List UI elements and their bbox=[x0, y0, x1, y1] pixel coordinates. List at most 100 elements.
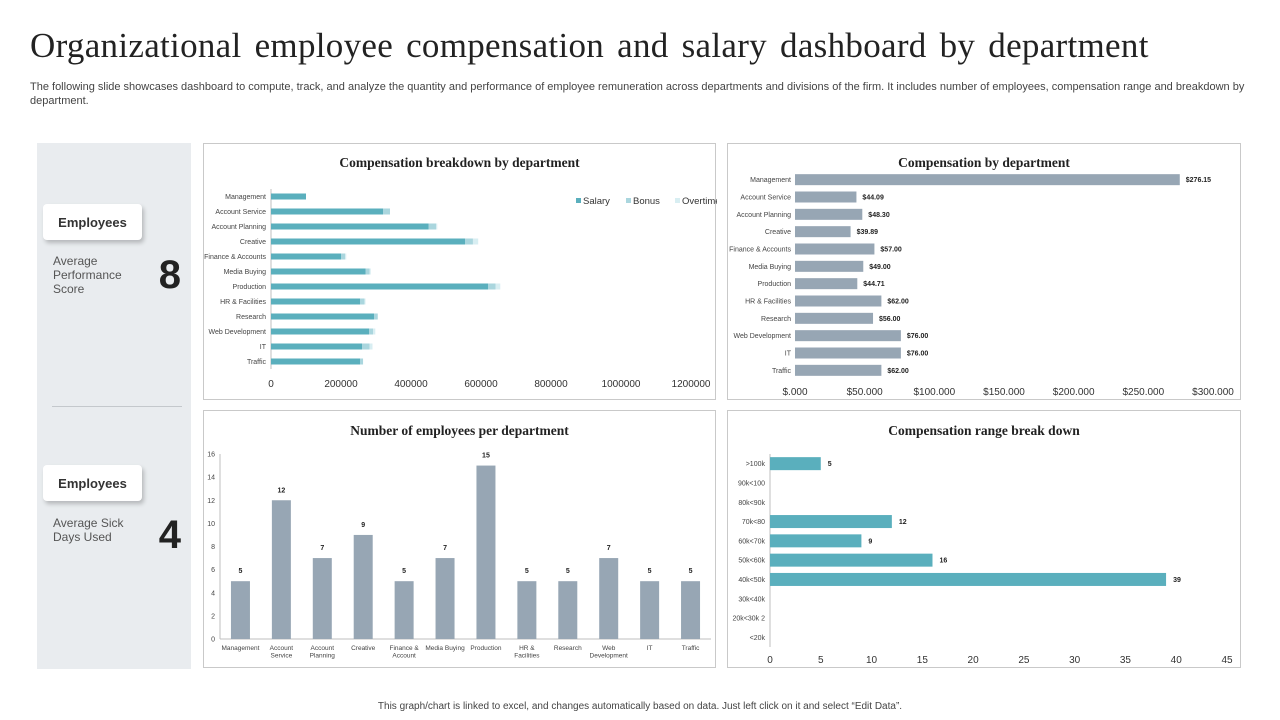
legend-label: Overtime bbox=[682, 196, 717, 207]
y-tick-label: <20k bbox=[750, 635, 766, 642]
bar bbox=[770, 515, 892, 529]
bar bbox=[599, 558, 619, 639]
y-tick-label: 12 bbox=[207, 498, 215, 505]
x-tick-label: Creative bbox=[351, 645, 376, 652]
y-tick-label: 70k<80 bbox=[742, 519, 765, 526]
bar bbox=[795, 226, 851, 238]
y-tick-label: Account Service bbox=[740, 195, 791, 202]
bar bbox=[230, 581, 250, 639]
data-label: 5 bbox=[402, 568, 406, 575]
data-label: $56.00 bbox=[879, 316, 901, 323]
y-tick-label: Management bbox=[225, 194, 266, 201]
bar-bonus bbox=[374, 313, 378, 320]
chart-compensation-breakdown[interactable]: Management Account Service Account Plannin… bbox=[204, 144, 717, 401]
x-tick-label: 1200000 bbox=[672, 379, 711, 390]
x-tick-label: 20 bbox=[968, 655, 980, 666]
data-label: $44.09 bbox=[862, 195, 884, 202]
legend-label: Salary bbox=[583, 196, 610, 207]
page-title: Organizational employee compensation and… bbox=[30, 26, 1149, 65]
bar bbox=[394, 581, 414, 639]
bar bbox=[795, 295, 882, 307]
data-label: $76.00 bbox=[907, 351, 929, 358]
bar-salary bbox=[271, 343, 362, 350]
footer-note: This graph/chart is linked to excel, and… bbox=[377, 701, 903, 712]
y-tick-label: Finance & Accounts bbox=[204, 254, 266, 261]
x-tick-label: 30 bbox=[1069, 655, 1081, 666]
bar bbox=[795, 312, 874, 324]
y-tick-label: 6 bbox=[211, 567, 215, 574]
y-tick-label: Finance & Accounts bbox=[729, 247, 791, 254]
x-tick-label-line: Finance & bbox=[389, 645, 419, 652]
legend-swatch bbox=[576, 198, 581, 203]
x-tick-label: $250.000 bbox=[1122, 387, 1164, 398]
x-tick-label-line: IT bbox=[647, 645, 653, 652]
x-tick-label: 45 bbox=[1221, 655, 1233, 666]
bar-salary bbox=[271, 358, 361, 365]
y-tick-label: Management bbox=[750, 177, 791, 184]
bar-salary bbox=[271, 298, 361, 305]
panel-compensation-range: Compensation range break down >100k 5 90k<… bbox=[727, 410, 1241, 668]
y-tick-label: IT bbox=[260, 344, 267, 351]
legend-label: Bonus bbox=[633, 196, 660, 207]
x-tick-label: 15 bbox=[917, 655, 929, 666]
chart-title-employees-per-department: Number of employees per department bbox=[350, 423, 569, 438]
bar bbox=[795, 174, 1180, 186]
y-tick-label: Production bbox=[233, 284, 267, 291]
data-label: $39.89 bbox=[857, 229, 879, 236]
y-tick-label: 14 bbox=[207, 475, 215, 482]
bar bbox=[795, 208, 863, 220]
data-label: $62.00 bbox=[887, 368, 909, 375]
x-tick-label-line: Service bbox=[271, 653, 293, 660]
bar bbox=[271, 500, 291, 639]
bar-overtime bbox=[345, 253, 347, 260]
bar-salary bbox=[271, 208, 383, 215]
data-label: 5 bbox=[525, 568, 529, 575]
bar-salary bbox=[271, 328, 369, 335]
data-label: 5 bbox=[689, 568, 693, 575]
bar bbox=[795, 330, 901, 342]
chart-compensation-range[interactable]: >100k 5 90k<100 80k<90k 70k<80 12 60k<70k 9 50k<… bbox=[728, 411, 1242, 669]
data-label: 5 bbox=[648, 568, 652, 575]
x-tick-label: Management bbox=[221, 645, 259, 652]
bar-overtime bbox=[369, 343, 373, 350]
kpi-label-sick-days: Average Sick Days Used bbox=[53, 516, 124, 544]
x-tick-label-line: Account bbox=[270, 645, 294, 652]
bar-salary bbox=[271, 253, 341, 260]
bar bbox=[353, 534, 373, 639]
bar-overtime bbox=[369, 268, 371, 275]
bar-bonus bbox=[341, 253, 346, 260]
data-label: $44.71 bbox=[863, 281, 885, 288]
chart-compensation-by-department[interactable]: Management $276.15 Account Service $44.09 Ac… bbox=[728, 144, 1242, 401]
data-label: 12 bbox=[899, 519, 907, 526]
data-label: $57.00 bbox=[880, 247, 902, 254]
x-tick-label: 35 bbox=[1120, 655, 1132, 666]
y-tick-label: 8 bbox=[211, 544, 215, 551]
y-tick-label: 60k<70k bbox=[738, 538, 765, 545]
x-tick-label: 400000 bbox=[394, 379, 428, 390]
y-tick-label: Production bbox=[758, 281, 792, 288]
bar-salary bbox=[271, 193, 306, 200]
data-label: 7 bbox=[443, 545, 447, 552]
y-tick-label: Web Development bbox=[209, 329, 267, 336]
bar-bonus bbox=[362, 343, 370, 350]
bar bbox=[476, 465, 496, 639]
data-label: $76.00 bbox=[907, 333, 929, 340]
y-tick-label: 50k<60k bbox=[738, 558, 765, 565]
x-tick-label: 40 bbox=[1171, 655, 1183, 666]
bar-overtime bbox=[436, 223, 438, 230]
y-tick-label: 4 bbox=[211, 590, 215, 597]
data-label: 9 bbox=[868, 538, 872, 545]
bar bbox=[435, 558, 455, 639]
y-tick-label: 16 bbox=[207, 452, 215, 459]
bar-bonus bbox=[365, 268, 370, 275]
x-tick-label-line: Research bbox=[554, 645, 582, 652]
kpi-divider bbox=[52, 406, 182, 407]
x-tick-label: 1000000 bbox=[602, 379, 641, 390]
x-tick-label: 25 bbox=[1018, 655, 1030, 666]
x-tick-label: Web Development bbox=[590, 645, 628, 660]
y-tick-label: 40k<50k bbox=[738, 577, 765, 584]
y-tick-label: HR & Facilities bbox=[220, 299, 266, 306]
kpi-value-performance: 8 bbox=[158, 253, 181, 297]
x-tick-label-line: Management bbox=[221, 645, 259, 652]
